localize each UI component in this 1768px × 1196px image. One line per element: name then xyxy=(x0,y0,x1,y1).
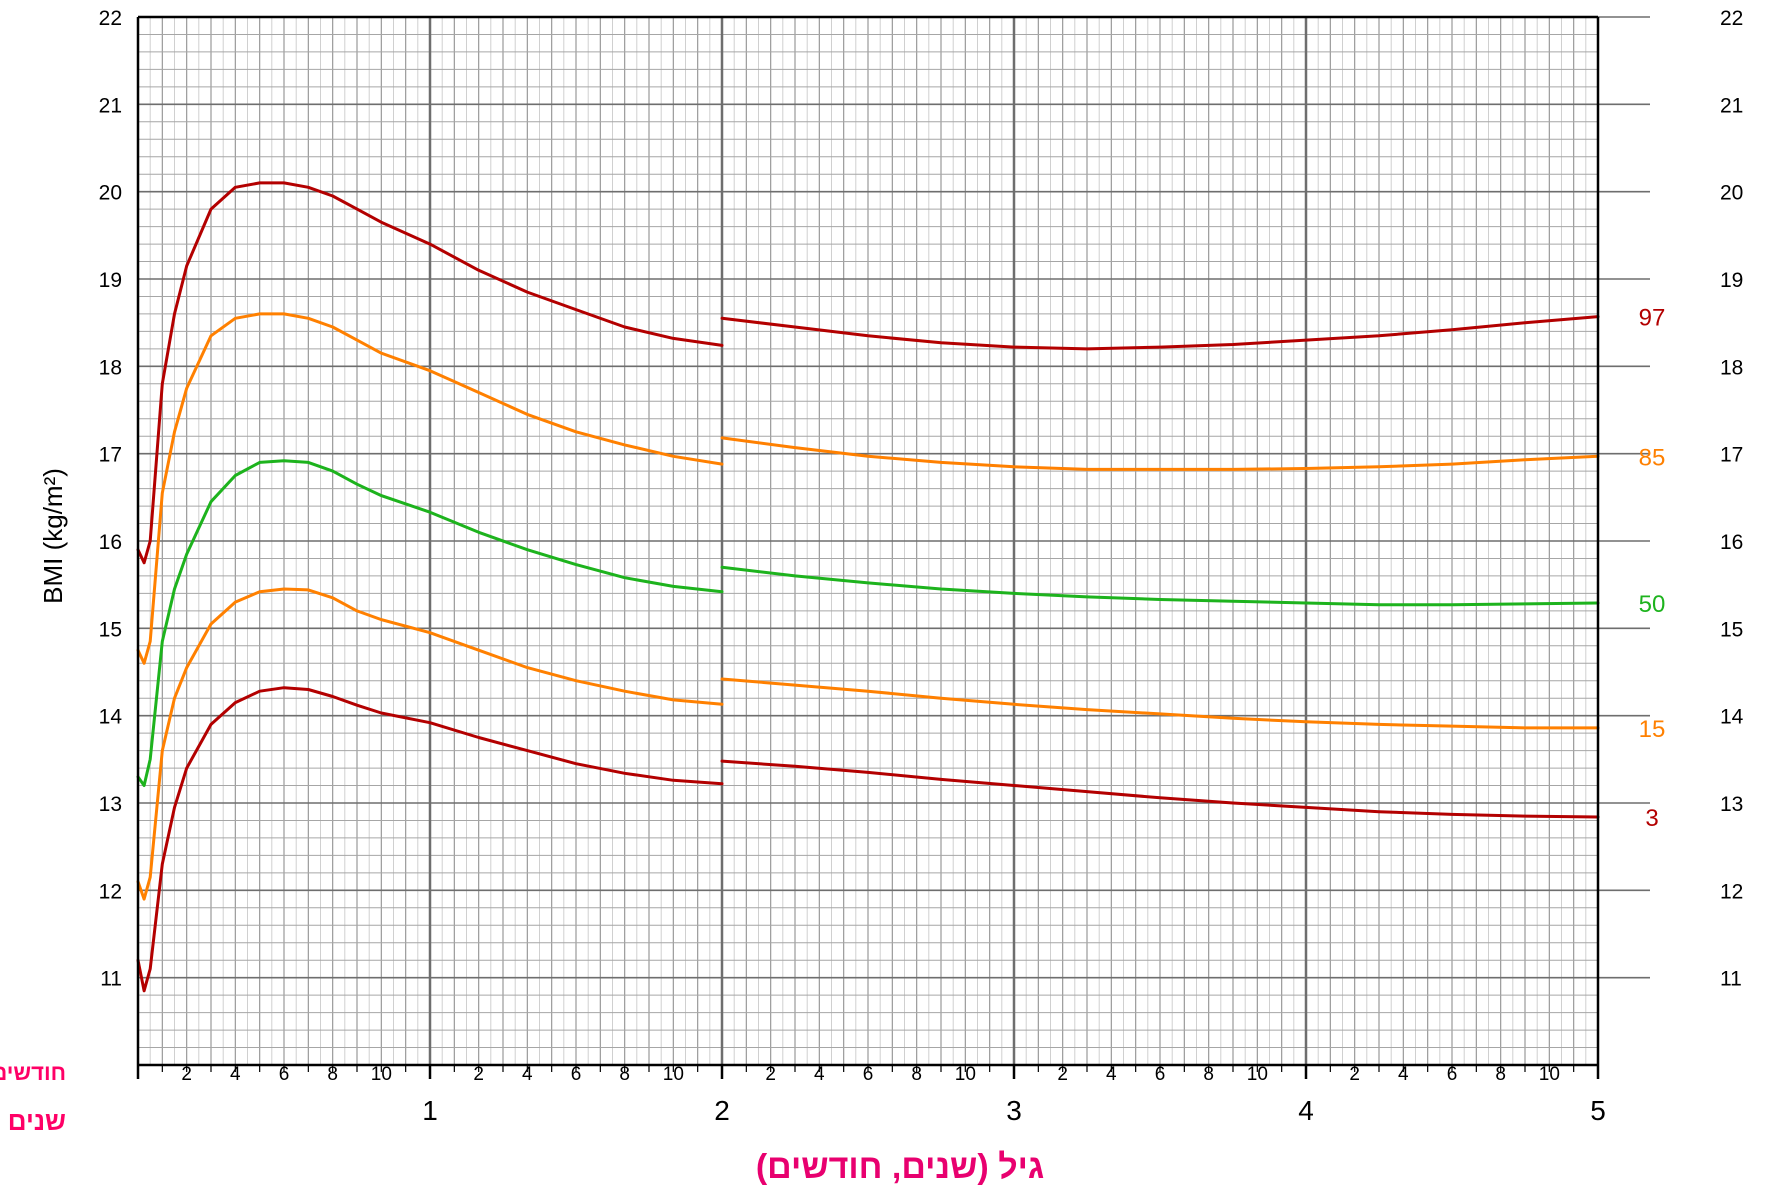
percentile-97-curve xyxy=(136,181,724,565)
month-tick-label: 10 xyxy=(1539,1064,1560,1085)
year-tick-label: 1 xyxy=(422,1095,438,1126)
months-row-label: חודשים xyxy=(0,1060,66,1085)
month-tick-label: 4 xyxy=(522,1064,533,1085)
month-tick-label: 10 xyxy=(955,1064,976,1085)
month-tick-label: 2 xyxy=(181,1064,192,1085)
percentile-3-curve xyxy=(720,759,1600,819)
month-tick-label: 2 xyxy=(1349,1064,1360,1085)
month-tick-label: 8 xyxy=(1203,1064,1214,1085)
percentile-15-curve xyxy=(136,587,724,901)
month-tick-label: 4 xyxy=(814,1064,825,1085)
month-tick-label: 2 xyxy=(1057,1064,1068,1085)
month-tick-label: 10 xyxy=(663,1064,684,1085)
y-tick-label-left: 13 xyxy=(99,793,122,816)
percentile-85-curve xyxy=(720,436,1600,471)
y-tick-label-right: 11 xyxy=(1720,968,1742,991)
y-tick-label-left: 12 xyxy=(99,880,122,903)
y-tick-label-right: 22 xyxy=(1720,7,1743,30)
percentile-85-curve xyxy=(136,312,724,665)
month-tick-label: 8 xyxy=(327,1064,338,1085)
percentile-curves xyxy=(136,181,1600,993)
month-tick-label: 8 xyxy=(911,1064,922,1085)
month-tick-label: 10 xyxy=(371,1064,392,1085)
month-tick-label: 4 xyxy=(230,1064,241,1085)
percentile-97-curve xyxy=(720,315,1600,351)
percentile-15-curve xyxy=(720,677,1600,730)
y-axis-title: BMI (kg/m²) xyxy=(38,468,68,604)
y-tick-label-left: 11 xyxy=(100,968,122,991)
y-tick-label-right: 13 xyxy=(1720,793,1743,816)
year-tick-label: 3 xyxy=(1006,1095,1022,1126)
month-tick-label: 6 xyxy=(571,1064,582,1085)
y-tick-label-right: 18 xyxy=(1720,356,1743,379)
y-tick-label-right: 14 xyxy=(1720,706,1744,729)
y-tick-label-right: 12 xyxy=(1720,880,1743,903)
percentile-85-label: 85 xyxy=(1639,444,1666,471)
month-tick-label: 6 xyxy=(1155,1064,1166,1085)
month-tick-label: 2 xyxy=(765,1064,776,1085)
percentile-50-curve xyxy=(720,565,1600,607)
year-tick-label: 4 xyxy=(1298,1095,1314,1126)
x-axis-title: גיל (שנים, חודשים) xyxy=(756,1148,1044,1186)
y-tick-label-left: 15 xyxy=(99,618,122,641)
y-tick-label-right: 20 xyxy=(1720,182,1743,205)
y-tick-label-left: 17 xyxy=(99,444,122,467)
y-tick-label-left: 19 xyxy=(99,269,122,292)
y-tick-label-left: 20 xyxy=(99,182,122,205)
y-tick-label-left: 18 xyxy=(99,356,122,379)
month-tick-label: 8 xyxy=(619,1064,630,1085)
percentile-97-label: 97 xyxy=(1639,305,1666,332)
y-tick-label-right: 15 xyxy=(1720,618,1743,641)
month-tick-label: 2 xyxy=(473,1064,484,1085)
y-tick-label-right: 17 xyxy=(1720,444,1743,467)
percentile-15-label: 15 xyxy=(1639,716,1666,743)
y-tick-label-right: 21 xyxy=(1720,94,1743,117)
y-tick-label-right: 16 xyxy=(1720,531,1743,554)
y-tick-label-left: 14 xyxy=(99,706,123,729)
month-tick-label: 10 xyxy=(1247,1064,1268,1085)
percentile-3-curve xyxy=(136,686,724,993)
month-tick-label: 6 xyxy=(279,1064,290,1085)
axis-ticks xyxy=(136,1065,1600,1079)
y-tick-label-left: 21 xyxy=(99,94,122,117)
month-tick-label: 4 xyxy=(1398,1064,1409,1085)
month-tick-label: 8 xyxy=(1495,1064,1506,1085)
years-row-label: שנים xyxy=(8,1106,66,1136)
month-tick-label: 4 xyxy=(1106,1064,1117,1085)
year-tick-label: 5 xyxy=(1590,1095,1606,1126)
y-tick-label-left: 22 xyxy=(99,7,122,30)
percentile-50-curve xyxy=(136,459,724,787)
month-tick-label: 6 xyxy=(1447,1064,1458,1085)
year-tick-label: 2 xyxy=(714,1095,730,1126)
percentile-50-label: 50 xyxy=(1639,591,1666,618)
y-tick-label-right: 19 xyxy=(1720,269,1743,292)
month-tick-label: 6 xyxy=(863,1064,874,1085)
y-tick-label-left: 16 xyxy=(99,531,122,554)
percentile-3-label: 3 xyxy=(1645,805,1658,832)
